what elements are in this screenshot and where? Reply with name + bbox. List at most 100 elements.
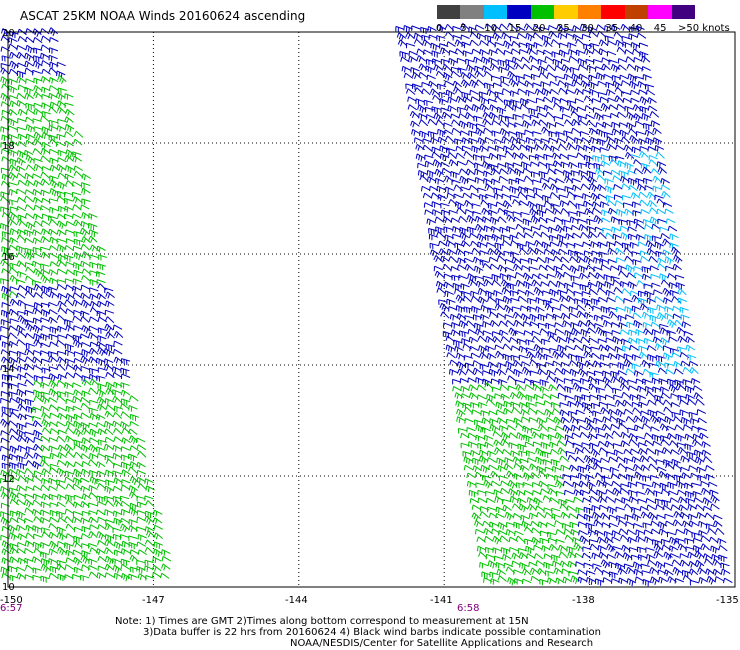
- wind-barb: [463, 456, 473, 465]
- wind-barb: [500, 438, 510, 446]
- wind-barb: [595, 387, 606, 394]
- wind-barb: [57, 406, 67, 412]
- wind-barb: [585, 464, 595, 472]
- wind-barb: [552, 360, 562, 367]
- wind-barb: [597, 92, 608, 98]
- wind-barb: [638, 199, 649, 207]
- wind-barb: [650, 576, 660, 585]
- wind-barb: [605, 289, 616, 297]
- wind-barb: [559, 295, 569, 303]
- wind-barb: [33, 131, 43, 141]
- wind-barb: [510, 450, 520, 457]
- wind-barb: [664, 306, 674, 313]
- wind-barb: [483, 170, 493, 178]
- wind-barb: [637, 554, 648, 561]
- wind-barb: [529, 321, 539, 327]
- wind-barb: [601, 217, 611, 223]
- wind-barb: [694, 559, 705, 569]
- wind-barb: [506, 226, 516, 233]
- wind-barb: [671, 559, 682, 567]
- wind-barb: [0, 349, 11, 355]
- wind-barb: [590, 352, 601, 360]
- wind-barb: [611, 226, 621, 234]
- wind-barb: [56, 395, 67, 402]
- wind-barb: [623, 448, 633, 456]
- wind-barb: [17, 314, 28, 324]
- swath-time-east: 6:58: [457, 603, 479, 614]
- wind-barb: [73, 372, 83, 379]
- wind-barb: [523, 280, 533, 289]
- wind-barb: [550, 39, 561, 46]
- wind-barb: [48, 27, 58, 37]
- wind-barb: [627, 427, 637, 434]
- wind-barb: [576, 304, 586, 311]
- wind-barb: [487, 506, 497, 513]
- wind-barb: [604, 496, 615, 503]
- wind-barb: [650, 273, 660, 280]
- wind-barb: [1, 572, 11, 579]
- wind-barb: [89, 428, 99, 437]
- wind-barb: [628, 33, 638, 40]
- wind-barb: [625, 368, 635, 375]
- legend-swatch: [671, 5, 696, 19]
- wind-barb: [25, 342, 36, 350]
- wind-barb: [80, 453, 90, 460]
- wind-barb: [499, 384, 509, 391]
- wind-barb: [485, 335, 495, 343]
- wind-barb: [24, 431, 34, 438]
- wind-barb: [428, 34, 438, 40]
- wind-barb: [103, 428, 114, 436]
- wind-barb: [57, 451, 67, 459]
- wind-barb: [520, 408, 530, 416]
- wind-barb: [689, 367, 699, 374]
- wind-barb: [555, 490, 566, 497]
- wind-barb: [48, 47, 59, 54]
- wind-barb: [544, 56, 554, 62]
- wind-barb: [57, 517, 68, 524]
- wind-barb: [40, 541, 50, 549]
- wind-barb: [513, 521, 523, 529]
- wind-barb: [64, 516, 74, 524]
- wind-barb: [529, 370, 539, 376]
- wind-barb: [41, 126, 52, 135]
- wind-barb: [97, 254, 108, 261]
- wind-barb: [494, 393, 504, 399]
- wind-barb: [56, 459, 67, 466]
- wind-barb: [456, 416, 466, 424]
- wind-barb: [621, 194, 632, 201]
- wind-barb: [470, 352, 480, 359]
- wind-barb: [516, 338, 527, 345]
- wind-barb: [563, 73, 574, 81]
- wind-barb: [596, 479, 606, 487]
- wind-barb: [572, 382, 582, 392]
- wind-barb: [152, 556, 162, 564]
- wind-barb: [49, 157, 59, 165]
- wind-barb: [81, 198, 91, 205]
- wind-barb: [25, 446, 36, 453]
- wind-barb: [656, 198, 666, 206]
- wind-barb: [501, 32, 511, 40]
- wind-barb: [1, 557, 12, 564]
- wind-barb: [662, 249, 672, 257]
- wind-barb: [526, 496, 537, 504]
- wind-barb: [637, 385, 647, 393]
- wind-barb: [24, 52, 34, 62]
- wind-barb: [454, 201, 465, 210]
- wind-barb: [531, 279, 541, 287]
- wind-barb: [56, 501, 66, 508]
- wind-barb: [113, 541, 124, 550]
- wind-barb: [683, 528, 694, 536]
- wind-barb: [668, 545, 679, 552]
- wind-barb: [592, 155, 602, 163]
- wind-barb: [415, 153, 426, 162]
- wind-barb: [677, 335, 688, 343]
- wind-barb: [609, 362, 619, 369]
- wind-barb: [514, 330, 525, 336]
- wind-barb: [583, 506, 593, 514]
- wind-barb: [703, 558, 714, 566]
- wind-barb: [641, 66, 651, 72]
- wind-barb: [1, 28, 11, 37]
- wind-barb: [534, 143, 544, 151]
- wind-barb: [452, 80, 463, 88]
- wind-barb: [545, 256, 555, 264]
